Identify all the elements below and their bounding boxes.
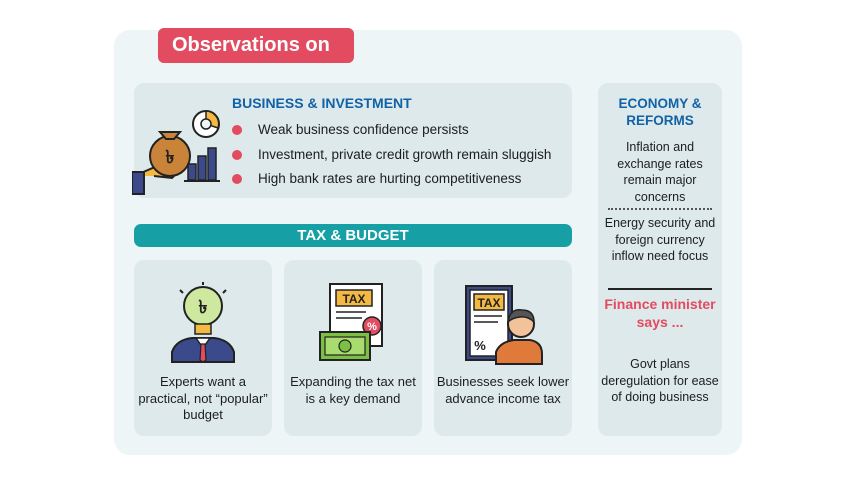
economy-item: Energy security and foreign currency inf… — [604, 216, 716, 263]
bullet-dot-icon — [232, 149, 242, 160]
list-item: High bank rates are hurting competitiven… — [232, 169, 551, 194]
tax-label: TAX — [477, 296, 500, 310]
finance-minister-heading: Finance minister says ... — [604, 296, 716, 330]
solid-divider — [608, 288, 712, 290]
economy-item: Inflation and exchange rates remain majo… — [617, 140, 703, 204]
svg-text:৳: ৳ — [199, 297, 208, 318]
dotted-divider — [608, 208, 712, 210]
money-bag-growth-icon: ৳ — [132, 110, 220, 195]
tax-card-text: Experts want a practical, not “popular” … — [138, 374, 268, 422]
tax-businessman-icon: TAX % — [465, 285, 543, 365]
business-investment-panel — [134, 83, 572, 198]
list-item: Investment, private credit growth remain… — [232, 145, 551, 170]
finance-minister-text: Govt plans deregulation for ease of doin… — [601, 357, 719, 404]
tax-document-money-icon: TAX % — [319, 283, 383, 361]
bullet-dot-icon — [232, 125, 242, 135]
economy-heading: ECONOMY & REFORMS — [618, 96, 702, 128]
page-title: Observations on — [158, 28, 354, 63]
percent-label: % — [367, 321, 377, 333]
bullet-dot-icon — [232, 174, 242, 184]
percent-label: % — [474, 338, 486, 353]
idea-person-icon: ৳ — [171, 282, 235, 363]
tax-card-text: Businesses seek lower advance income tax — [436, 374, 570, 406]
business-bullet-list: Weak business confidence persists Invest… — [232, 120, 551, 194]
tax-label: TAX — [342, 292, 365, 306]
list-item: Weak business confidence persists — [232, 120, 551, 145]
economy-reforms-panel — [598, 83, 722, 436]
business-heading: BUSINESS & INVESTMENT — [232, 95, 412, 111]
tax-card-text: Expanding the tax net is a key demand — [290, 374, 416, 406]
tax-budget-heading: TAX & BUDGET — [134, 224, 572, 247]
svg-text:৳: ৳ — [166, 147, 175, 168]
